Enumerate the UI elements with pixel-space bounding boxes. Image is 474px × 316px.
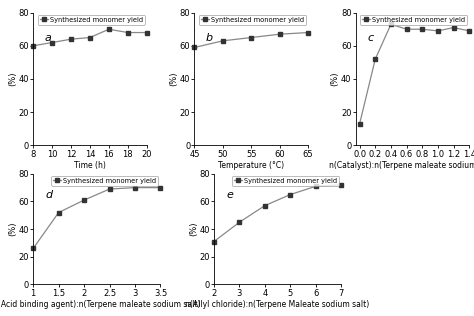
Y-axis label: (%): (%) [169, 72, 178, 86]
Synthesized monomer yield [30, 44, 36, 48]
Synthesized monomer yield [338, 183, 344, 187]
Legend: Synthesized monomer yield: Synthesized monomer yield [360, 15, 467, 25]
Synthesized monomer yield [313, 184, 319, 188]
Synthesized monomer yield [388, 22, 394, 26]
Text: a: a [45, 33, 51, 43]
Text: b: b [206, 33, 213, 43]
Synthesized monomer yield [107, 187, 112, 191]
Line: Synthesized monomer yield: Synthesized monomer yield [212, 183, 343, 244]
Synthesized monomer yield [357, 122, 363, 126]
Line: Synthesized monomer yield: Synthesized monomer yield [31, 185, 163, 251]
Synthesized monomer yield [419, 27, 425, 31]
Synthesized monomer yield [191, 46, 197, 49]
Synthesized monomer yield [81, 198, 87, 202]
Synthesized monomer yield [56, 210, 62, 214]
Legend: Synthesized monomer yield: Synthesized monomer yield [232, 176, 339, 186]
Synthesized monomer yield [158, 186, 164, 190]
Legend: Synthesized monomer yield: Synthesized monomer yield [51, 176, 158, 186]
Synthesized monomer yield [220, 39, 226, 43]
Synthesized monomer yield [277, 32, 283, 36]
Y-axis label: (%): (%) [330, 72, 339, 86]
Synthesized monomer yield [262, 204, 268, 208]
Y-axis label: (%): (%) [8, 222, 17, 236]
Synthesized monomer yield [132, 186, 138, 190]
Synthesized monomer yield [373, 57, 378, 61]
Synthesized monomer yield [125, 31, 131, 34]
X-axis label: Temperature (°C): Temperature (°C) [218, 161, 284, 170]
Line: Synthesized monomer yield: Synthesized monomer yield [192, 30, 310, 50]
Synthesized monomer yield [305, 31, 311, 34]
Synthesized monomer yield [49, 40, 55, 44]
Synthesized monomer yield [435, 29, 441, 33]
Synthesized monomer yield [237, 220, 242, 224]
Y-axis label: (%): (%) [189, 222, 198, 236]
Synthesized monomer yield [451, 26, 456, 29]
Y-axis label: (%): (%) [8, 72, 17, 86]
Synthesized monomer yield [30, 246, 36, 250]
Synthesized monomer yield [211, 240, 217, 243]
Legend: Synthesized monomer yield: Synthesized monomer yield [199, 15, 306, 25]
Synthesized monomer yield [144, 31, 150, 34]
Synthesized monomer yield [248, 36, 254, 40]
Line: Synthesized monomer yield: Synthesized monomer yield [31, 27, 149, 48]
X-axis label: n(Acid binding agent):n(Terpene maleate sodium salt): n(Acid binding agent):n(Terpene maleate … [0, 300, 201, 309]
Synthesized monomer yield [404, 27, 410, 31]
Synthesized monomer yield [87, 36, 93, 40]
Synthesized monomer yield [288, 193, 293, 197]
Line: Synthesized monomer yield: Synthesized monomer yield [357, 22, 471, 126]
X-axis label: n(Allyl chloride):n(Terpene Maleate sodium salt): n(Allyl chloride):n(Terpene Maleate sodi… [185, 300, 370, 309]
Synthesized monomer yield [466, 29, 472, 33]
Text: e: e [227, 190, 234, 200]
Text: d: d [46, 190, 53, 200]
Legend: Synthesized monomer yield: Synthesized monomer yield [37, 15, 145, 25]
X-axis label: n(Catalyst):n(Terpene maleate sodium salt): n(Catalyst):n(Terpene maleate sodium sal… [329, 161, 474, 170]
Text: c: c [367, 33, 373, 43]
Synthesized monomer yield [106, 27, 112, 31]
Synthesized monomer yield [68, 37, 74, 41]
X-axis label: Time (h): Time (h) [74, 161, 106, 170]
